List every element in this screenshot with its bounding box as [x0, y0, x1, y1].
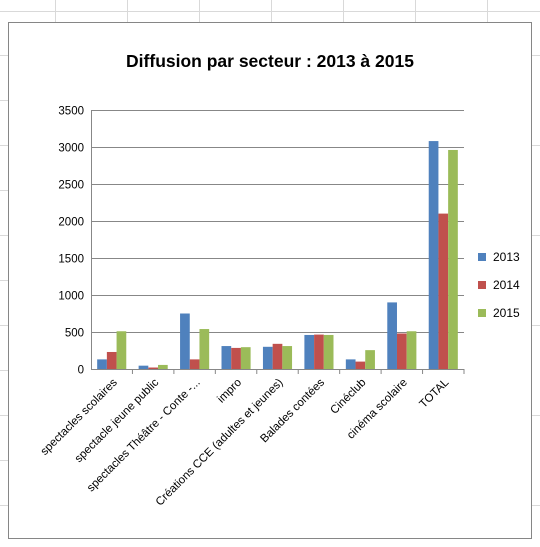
bar-2014-3 — [189, 359, 200, 369]
x-tick-label: TOTAL — [417, 376, 451, 410]
bar-2014-5 — [272, 343, 283, 369]
bar-2013-3 — [180, 313, 190, 369]
bar-2013-1 — [97, 359, 107, 369]
y-tick-label: 3000 — [58, 143, 84, 155]
bar-2014-9 — [438, 213, 449, 369]
legend-swatch-2014 — [478, 281, 486, 289]
bar-2014-4 — [231, 347, 241, 369]
bar-2015-7 — [365, 350, 375, 369]
y-tick-label: 500 — [65, 328, 84, 340]
y-tick-label: 2000 — [58, 217, 84, 229]
bar-2015-6 — [323, 334, 334, 369]
bar-2013-6 — [304, 334, 315, 369]
bar-2013-9 — [428, 141, 439, 369]
legend-swatch-2015 — [478, 309, 486, 317]
bar-2013-8 — [387, 302, 397, 369]
bar-2013-2 — [138, 365, 149, 369]
legend-swatch-2013 — [478, 253, 486, 261]
bar-2013-5 — [262, 346, 273, 369]
x-tick-label: Cinéclub — [328, 377, 368, 417]
y-tick-label: 3500 — [58, 106, 84, 118]
bar-2015-9 — [448, 149, 458, 369]
x-tick-label: impro — [215, 377, 244, 406]
bar-2013-4 — [221, 346, 232, 369]
bar-2014-1 — [106, 351, 117, 369]
y-tick-label: 1000 — [58, 291, 84, 303]
bar-2014-6 — [314, 334, 324, 369]
bar-2015-3 — [199, 329, 210, 369]
bar-2015-8 — [406, 331, 417, 369]
y-tick-label: 1500 — [58, 254, 84, 266]
legend-label-2015: 2015 — [493, 306, 520, 320]
x-tick-label: spectacle jeune public — [73, 376, 162, 465]
bar-2014-7 — [355, 361, 366, 369]
legend-label-2014: 2014 — [493, 278, 520, 292]
bar-2015-2 — [158, 364, 168, 369]
chart-area[interactable]: Diffusion par secteur : 2013 à 2015 0 500… — [8, 22, 532, 539]
bar-2015-1 — [116, 331, 127, 369]
bar-2013-7 — [345, 359, 356, 369]
plot-area: 0 500 1000 1500 2000 2500 3000 3500 spectacles s… — [39, 106, 520, 509]
bar-2014-2 — [148, 367, 159, 369]
bar-2015-5 — [282, 346, 293, 369]
bar-2015-4 — [240, 347, 251, 369]
legend-label-2013: 2013 — [493, 250, 520, 264]
y-tick-label: 0 — [78, 365, 84, 377]
x-tick-label: spectacles scolaires — [39, 376, 120, 457]
y-tick-label: 2500 — [58, 180, 84, 192]
chart-title: Diffusion par secteur : 2013 à 2015 — [126, 51, 414, 71]
bar-2014-8 — [396, 333, 407, 369]
